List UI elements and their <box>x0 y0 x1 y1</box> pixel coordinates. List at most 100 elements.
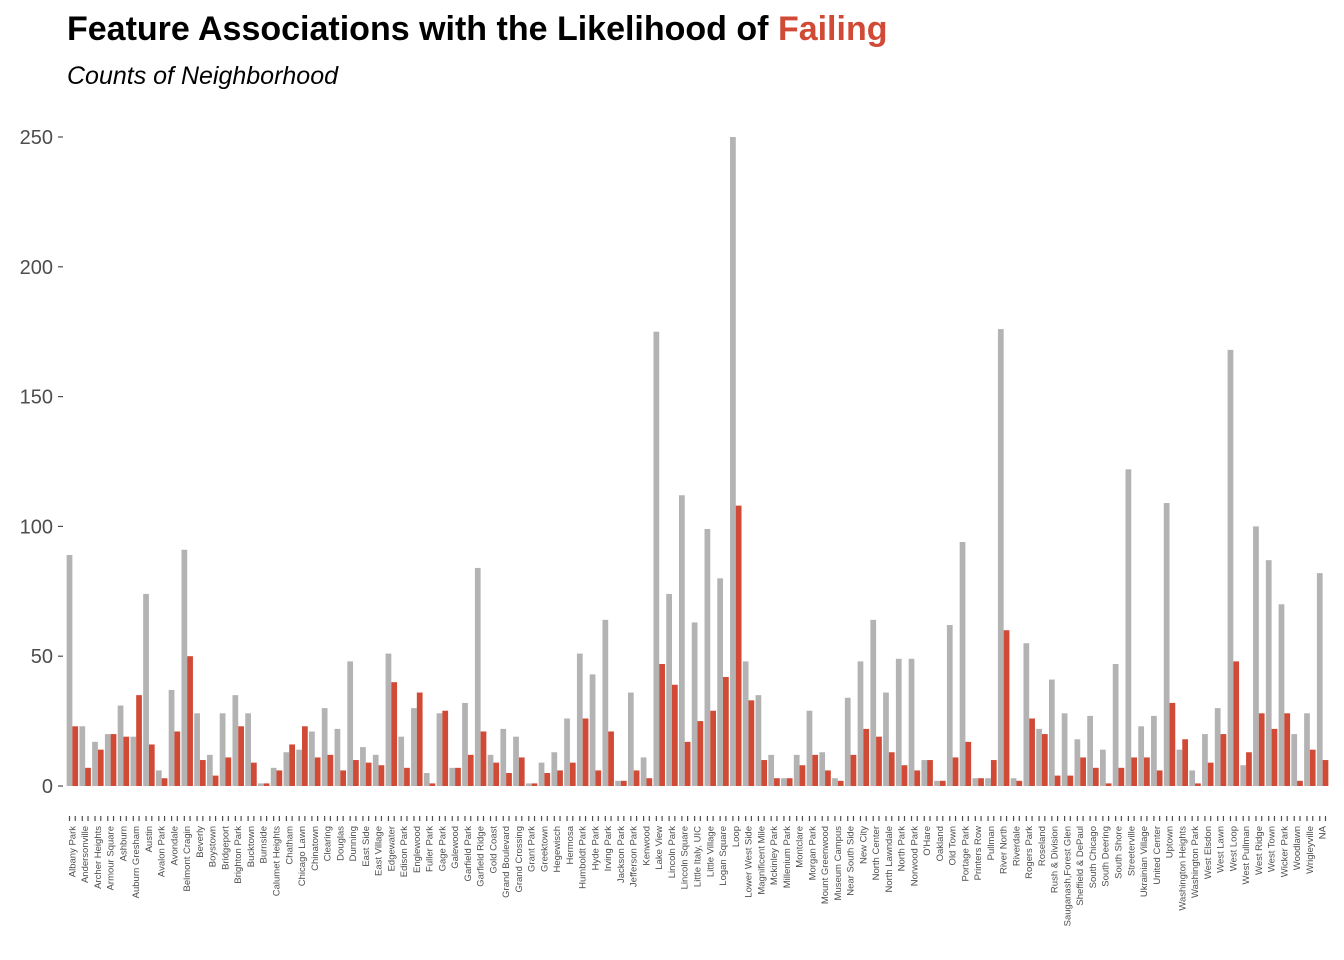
bar-fail <box>774 778 780 786</box>
bar-pass <box>155 770 162 786</box>
x-tick-label: Norwood Park <box>909 826 920 886</box>
bar-fail <box>72 726 79 786</box>
x-tick-label: North Park <box>897 826 908 872</box>
x-tick-label: New City <box>858 826 869 864</box>
bar-pass <box>640 757 647 786</box>
x-tick-label: Beverly <box>195 826 206 858</box>
bar-pass <box>245 713 251 786</box>
bar-fail <box>1258 713 1265 786</box>
x-tick-label: East Village <box>374 826 385 876</box>
bar-pass <box>385 653 392 786</box>
x-tick-label: Washington Park <box>1190 826 1201 898</box>
bar-pass <box>219 713 226 786</box>
x-tick-label: Avondale <box>169 826 180 865</box>
bar-pass <box>1163 503 1170 786</box>
x-tick-label: Millenium Park <box>782 826 793 889</box>
bar-pass <box>793 754 800 786</box>
x-tick-label: Burnside <box>259 826 270 864</box>
bar-fail <box>1195 783 1201 786</box>
bar-fail <box>1246 752 1252 786</box>
bar-pass <box>1316 573 1323 786</box>
bar-fail <box>837 780 844 786</box>
x-tick-label: South Deering <box>1101 826 1112 887</box>
bar-fail <box>1322 760 1329 786</box>
bar-fail <box>659 663 665 786</box>
bar-fail <box>990 760 997 786</box>
bar-pass <box>117 705 124 786</box>
y-tick-label: 100 <box>20 516 53 538</box>
bar-pass <box>347 661 354 786</box>
bar-fail <box>199 760 206 786</box>
bar-pass <box>832 778 838 786</box>
y-axis: 0 50 100 150 200 250 <box>20 127 63 798</box>
bar-pass <box>462 702 468 786</box>
bar-pass <box>372 754 379 786</box>
x-tick-label: Boystown <box>208 826 219 867</box>
x-tick-label: Humboldt Park <box>578 826 589 889</box>
x-tick-label: Bucktown <box>246 826 257 867</box>
bar-fail <box>327 754 334 786</box>
bar-fail <box>250 762 257 786</box>
x-tick-label: Uptown <box>1165 826 1176 858</box>
bar-pass <box>436 713 443 786</box>
bar-fail <box>378 765 385 786</box>
x-tick-label: Wrigleyville <box>1305 826 1316 874</box>
bar-fail <box>608 731 614 786</box>
bar-pass <box>66 554 73 786</box>
x-tick-label: West Loop <box>1228 826 1239 871</box>
bar-fail <box>136 695 142 786</box>
bar-fail <box>531 783 538 786</box>
bar-pass <box>551 752 558 786</box>
bar-fail <box>850 754 857 786</box>
bar-fail <box>1067 775 1074 786</box>
bar-pass <box>194 713 200 786</box>
bar-pass <box>819 752 826 786</box>
bar-fail <box>289 744 295 786</box>
x-tick-label: Garfield Ridge <box>476 826 487 887</box>
x-tick-label: Auburn Gresham <box>131 826 142 898</box>
x-tick-label: Grand Crossing <box>514 826 525 893</box>
x-tick-label: Douglas <box>335 826 346 861</box>
bar-fail <box>263 783 270 786</box>
bar-pass <box>1240 765 1247 786</box>
bar-pass <box>1125 469 1132 786</box>
x-tick-label: Mckinley Park <box>769 826 780 885</box>
bar-pass <box>423 773 430 786</box>
bar-pass <box>768 754 775 786</box>
x-tick-label: East Side <box>361 826 372 867</box>
x-tick-label: Grant Park <box>527 826 538 872</box>
bar-fail <box>952 757 959 786</box>
x-tick-label: Morgan Park <box>807 826 818 881</box>
bar-pass <box>1176 749 1183 786</box>
bar-fail <box>1156 770 1163 786</box>
x-tick-label: Bridgeport <box>220 826 231 870</box>
x-tick-label: Grand Boulevard <box>501 826 512 898</box>
bar-pass <box>1227 349 1234 786</box>
bar-pass <box>1048 679 1055 786</box>
x-tick-label: Washington Heights <box>1177 826 1188 911</box>
bar-fail <box>1220 734 1227 786</box>
bar-pass <box>474 567 481 786</box>
bar-fail <box>1041 734 1048 786</box>
bar-pass <box>130 736 137 786</box>
x-tick-label: Calumet Heights <box>272 826 283 896</box>
x-axis: Albany Park Andersonville Archer Heights Ar… <box>67 816 1329 926</box>
bar-pass <box>870 619 877 786</box>
bar-fail <box>1092 767 1099 786</box>
x-tick-label: Gold Coast <box>488 826 499 874</box>
x-tick-label: Fuller Park <box>425 826 436 872</box>
bar-fail <box>901 765 908 786</box>
bar-pass <box>717 578 724 786</box>
bar-pass <box>921 760 928 786</box>
x-tick-label: Rush & Division <box>1050 826 1061 893</box>
x-tick-label: Garfield Park <box>463 826 474 882</box>
x-tick-label: Rogers Park <box>1024 826 1035 879</box>
x-tick-label: South Shore <box>1114 826 1125 879</box>
bar-fail <box>455 767 461 786</box>
bar-fail <box>97 749 104 786</box>
bar-fail <box>812 754 819 786</box>
bar-fail <box>174 731 181 786</box>
bar-fail <box>1284 713 1291 786</box>
bar-pass <box>946 625 953 786</box>
